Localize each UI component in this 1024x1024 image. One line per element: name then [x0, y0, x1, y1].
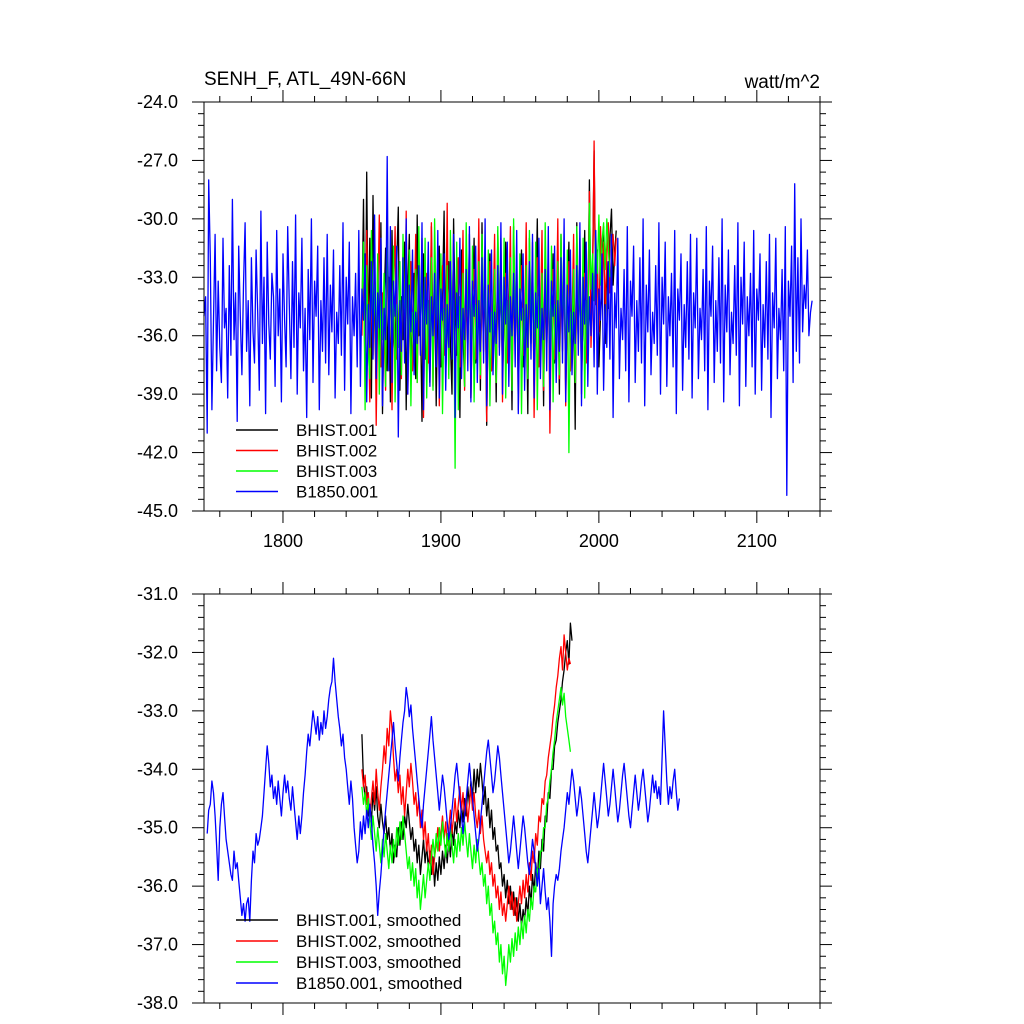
- bottom-legend: BHIST.001, smoothed BHIST.002, smoothed BH…: [236, 911, 462, 993]
- series-line-b1850-001-smoothed: [206, 657, 681, 957]
- series-line-bhist-003-smoothed: [361, 686, 572, 987]
- y-tick-label: -27.0: [137, 150, 178, 170]
- x-tick-label: 1900: [421, 531, 461, 551]
- bottom-series-lines: [206, 622, 681, 987]
- units-label: watt/m^2: [744, 72, 820, 93]
- y-tick-label: -42.0: [137, 443, 178, 463]
- legend-label: BHIST.001, smoothed: [296, 911, 461, 930]
- bottom-plot-frame: [203, 593, 821, 1004]
- y-tick-label: -24.0: [137, 92, 178, 112]
- y-tick-label: -31.0: [137, 584, 178, 604]
- y-tick-label: -37.0: [137, 935, 178, 955]
- y-tick-label: -36.0: [137, 876, 178, 896]
- top-axis-ticks: 1800 1900 2000 2100 -45.0 -42.0 -39.0 -36.0 -33.…: [137, 90, 832, 551]
- y-tick-label: -35.0: [137, 818, 178, 838]
- bottom-axis-ticks: -38.0 -37.0 -36.0 -35.0 -34.0 -33.0 -32.0 -31.0: [137, 582, 832, 1015]
- y-tick-label: -45.0: [137, 501, 178, 521]
- chart-title: SENH_F, ATL_49N-66N: [204, 69, 406, 90]
- legend-label: BHIST.002: [296, 442, 377, 461]
- series-line-b1850-001: [203, 155, 813, 497]
- x-tick-label: 1800: [263, 531, 303, 551]
- y-tick-label: -33.0: [137, 701, 178, 721]
- x-tick-label: 2100: [737, 531, 777, 551]
- y-tick-label: -36.0: [137, 326, 178, 346]
- x-tick-label: 2000: [579, 531, 619, 551]
- y-tick-label: -33.0: [137, 267, 178, 287]
- legend-label: BHIST.003, smoothed: [296, 953, 461, 972]
- top-panel: SENH_F, ATL_49N-66N watt/m^2 1800 1900 200…: [137, 69, 832, 551]
- legend-label: BHIST.002, smoothed: [296, 932, 461, 951]
- legend-label: BHIST.001: [296, 421, 377, 440]
- legend-label: B1850.001: [296, 483, 378, 502]
- bottom-panel: -38.0 -37.0 -36.0 -35.0 -34.0 -33.0 -32.0 -31.0…: [137, 582, 832, 1015]
- series-line-bhist-001-smoothed: [361, 622, 573, 928]
- y-tick-label: -30.0: [137, 209, 178, 229]
- legend-label: B1850.001, smoothed: [296, 974, 462, 993]
- top-plot-frame: [203, 101, 821, 512]
- legend-label: BHIST.003: [296, 462, 377, 481]
- y-tick-label: -38.0: [137, 993, 178, 1013]
- top-series-lines: [203, 140, 813, 497]
- y-tick-label: -34.0: [137, 759, 178, 779]
- y-tick-label: -32.0: [137, 642, 178, 662]
- y-tick-label: -39.0: [137, 384, 178, 404]
